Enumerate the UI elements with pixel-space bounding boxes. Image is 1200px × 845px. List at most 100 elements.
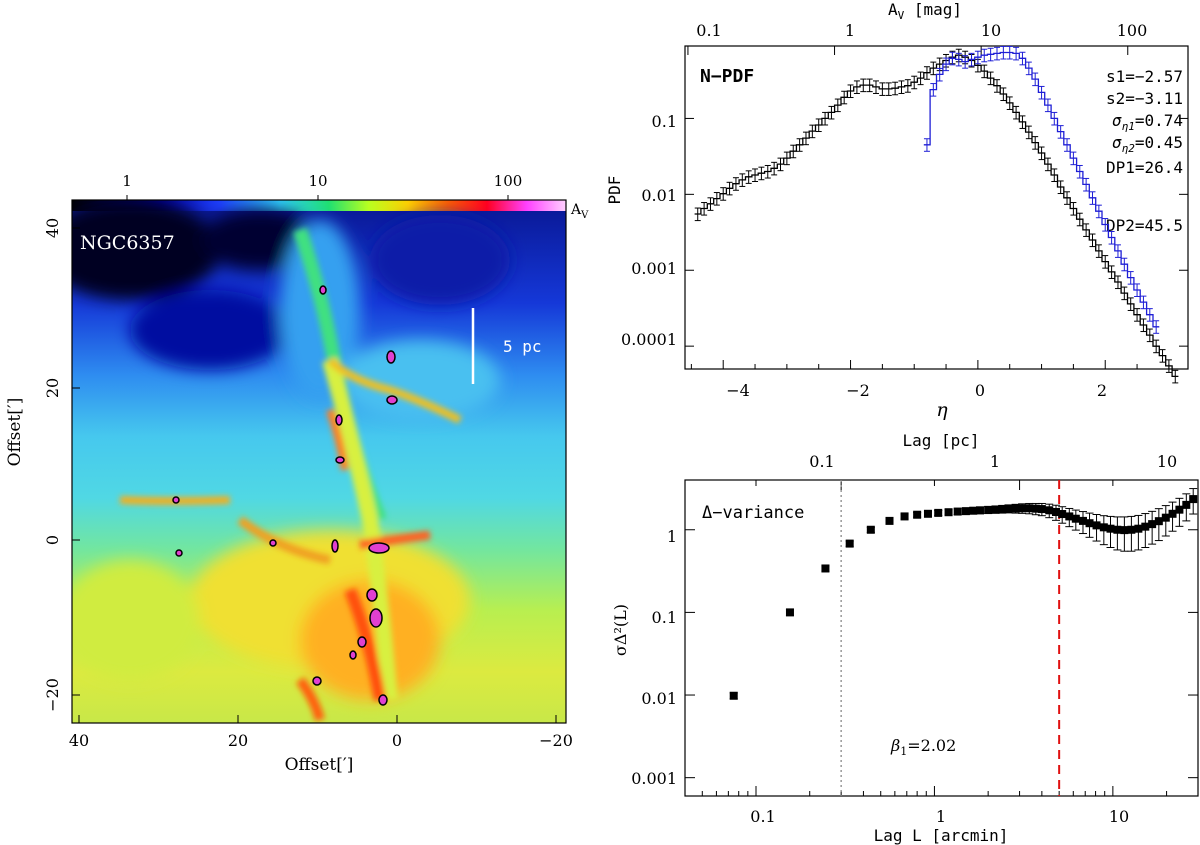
npdf-blue-errorbar xyxy=(1051,111,1058,126)
dv-point xyxy=(1120,516,1129,552)
npdf-blue-errorbar xyxy=(1146,308,1153,322)
dv-point xyxy=(1065,507,1074,528)
npdf-black-errorbar xyxy=(726,181,733,196)
npdf-x2-axis-label: AV [mag] xyxy=(888,0,962,22)
npdf-black-errorbar xyxy=(873,80,880,94)
dv-point xyxy=(984,505,993,515)
npdf-black-errorbar xyxy=(853,80,860,94)
dv-point xyxy=(1058,506,1067,524)
dv-point xyxy=(1148,510,1157,545)
npdf-x2-tick-label-1: 1 xyxy=(845,21,855,40)
dv-point xyxy=(975,506,984,515)
npdf-blue-errorbar xyxy=(1032,72,1039,87)
dv-point xyxy=(961,507,970,516)
npdf-black-errorbar xyxy=(701,202,708,216)
npdf-black-errorbar xyxy=(1064,191,1071,205)
npdf-x2-tick-label-0: 0.1 xyxy=(696,21,721,40)
npdf-black-errorbar xyxy=(790,144,797,159)
dv-point xyxy=(969,506,978,515)
dv-point xyxy=(1078,511,1087,535)
dv-y-tick-label-3: 1 xyxy=(667,527,677,546)
npdf-blue-errorbar xyxy=(1025,61,1032,76)
npdf-annotations: s1=−2.57 s2=−3.11 ση1=0.74 ση2=0.45 DP1=… xyxy=(1106,67,1183,235)
dv-x-tick-label-2: 10 xyxy=(1109,807,1129,826)
map-x-tick-20: 20 xyxy=(228,731,248,750)
npdf-blue-errorbar xyxy=(930,83,937,97)
npdf-black-errorbar xyxy=(866,78,873,93)
npdf-blue-errorbar xyxy=(1000,45,1007,60)
dv-point xyxy=(1004,504,1013,514)
npdf-black-errorbar xyxy=(1089,233,1096,248)
dv-point xyxy=(821,564,830,573)
npdf-black-errorbar xyxy=(987,71,994,86)
npdf-blue-errorbar xyxy=(1038,85,1045,100)
npdf-black-errorbar xyxy=(834,98,841,113)
npdf-black-errorbar xyxy=(1153,339,1160,354)
npdf-black-errorbar xyxy=(1076,212,1083,227)
map-x-tick-0: 0 xyxy=(392,731,402,750)
npdf-black-errorbar xyxy=(713,192,720,206)
dv-point xyxy=(866,525,875,534)
npdf-x-tick-label-1: −2 xyxy=(846,381,870,400)
dv-x2-axis-label: Lag [pc] xyxy=(902,431,979,450)
npdf-black-errorbar xyxy=(898,80,905,94)
npdf-black-errorbar xyxy=(1146,328,1153,343)
dv-title: Δ−variance xyxy=(702,503,804,523)
dv-point xyxy=(1154,508,1163,542)
npdf-blue-errorbar xyxy=(1108,230,1115,245)
npdf-blue-step-line xyxy=(923,51,1160,328)
npdf-blue-errorbar xyxy=(1153,320,1160,334)
dv-data-points xyxy=(729,488,1198,700)
dv-x2-tick-label-2: 10 xyxy=(1157,452,1177,471)
npdf-blue-errorbar xyxy=(1019,51,1026,66)
map-x-tick-40: 40 xyxy=(69,731,89,750)
dv-tick-marks xyxy=(684,480,1199,796)
npdf-black-errorbar xyxy=(1102,255,1109,269)
npdf-blue-errorbar xyxy=(949,51,956,66)
npdf-x-tick-label-3: 2 xyxy=(1097,381,1107,400)
dv-point xyxy=(934,508,943,517)
npdf-series-black xyxy=(694,48,1179,384)
npdf-black-errorbar xyxy=(732,177,739,191)
npdf-x2-tick-label-3: 100 xyxy=(1117,21,1148,40)
npdf-blue-errorbar xyxy=(1089,191,1096,205)
npdf-annotation-sigma1: ση1=0.74 xyxy=(1112,111,1183,133)
npdf-black-errorbar xyxy=(1121,286,1128,301)
npdf-annotation-s1: s1=−2.57 xyxy=(1106,67,1183,86)
npdf-black-errorbar xyxy=(771,161,778,176)
npdf-black-errorbar xyxy=(802,131,809,146)
npdf-annotation-s2: s2=−3.11 xyxy=(1106,89,1183,108)
npdf-blue-errorbar xyxy=(1070,151,1077,166)
dv-point xyxy=(991,505,1000,514)
npdf-blue-errorbar xyxy=(1044,98,1051,113)
npdf-black-errorbar xyxy=(720,187,727,201)
dv-point xyxy=(1141,513,1150,548)
npdf-black-errorbar xyxy=(1108,265,1115,279)
npdf-black-errorbar xyxy=(1134,308,1141,322)
dv-point xyxy=(1189,488,1198,515)
npdf-y-tick-label-2: 0.01 xyxy=(641,186,677,205)
delta-variance-panel: 0.1 1 10 0.001 0.01 0.1 1 0.1 1 10 Lag [… xyxy=(611,431,1199,845)
npdf-black-errorbar xyxy=(1172,369,1179,384)
npdf-black-errorbar xyxy=(841,90,848,105)
npdf-annotation-sigma2: ση2=0.45 xyxy=(1112,133,1183,155)
npdf-black-errorbar xyxy=(911,75,918,90)
npdf-black-errorbar xyxy=(981,64,988,79)
dv-x-axis-label: Lag L [arcmin] xyxy=(874,826,1009,845)
npdf-blue-errorbar xyxy=(1064,138,1071,152)
npdf-blue-errorbar xyxy=(923,138,930,152)
npdf-blue-errorbar xyxy=(1114,244,1121,258)
npdf-black-errorbar xyxy=(1083,223,1090,237)
npdf-black-errorbar xyxy=(885,82,892,96)
npdf-black-errorbar xyxy=(739,173,746,187)
npdf-y-tick-label-1: 0.001 xyxy=(631,259,677,278)
npdf-black-errorbar xyxy=(707,197,714,211)
dv-point xyxy=(913,510,922,519)
dv-annotation-beta: β1=2.02 xyxy=(890,736,956,758)
npdf-blue-errorbar xyxy=(1121,257,1128,272)
npdf-x-axis-label: η xyxy=(936,399,948,421)
npdf-black-errorbar xyxy=(879,82,886,96)
npdf-blue-errorbar xyxy=(1013,46,1020,61)
npdf-black-errorbar xyxy=(1019,115,1026,129)
npdf-series-blue xyxy=(923,45,1160,334)
